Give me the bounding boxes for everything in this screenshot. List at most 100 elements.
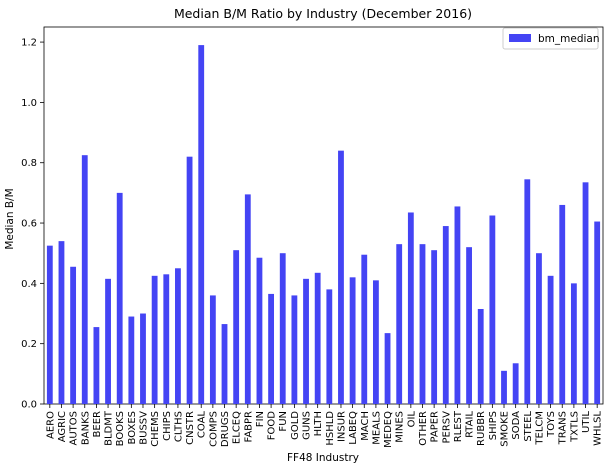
bar (279, 253, 286, 404)
y-tick-label: 1.0 (21, 98, 37, 109)
bar (116, 192, 123, 404)
x-tick-label: PERSV (441, 411, 452, 444)
bar (454, 206, 461, 404)
legend-label: bm_median (538, 33, 600, 45)
bar (46, 245, 53, 404)
x-tick-label: RUBBR (476, 411, 487, 446)
x-tick-label: LABEQ (348, 411, 359, 445)
bar (326, 289, 333, 404)
x-tick-label: SMOKE (500, 411, 511, 447)
x-tick-label: CLTHS (173, 411, 184, 442)
x-axis-label: FF48 Industry (287, 452, 359, 464)
x-tick-label: CNSTR (185, 411, 196, 445)
bar (372, 280, 379, 404)
bar (186, 156, 193, 404)
bar (489, 215, 496, 404)
x-tick-label: RLEST (453, 410, 464, 442)
bar (349, 277, 356, 404)
x-tick-label: BEER (92, 411, 103, 437)
bar (338, 150, 344, 404)
x-tick-label: AERO (45, 411, 56, 439)
bar (221, 324, 228, 404)
x-tick-label: MINES (395, 411, 406, 443)
bar (268, 293, 275, 404)
x-tick-label: BOOKS (115, 411, 126, 446)
bar (431, 250, 438, 404)
x-tick-label: SODA (511, 411, 522, 440)
x-tick-label: BLDMT (104, 410, 115, 446)
bar (570, 283, 577, 404)
bar (198, 45, 205, 404)
bar (547, 275, 554, 404)
x-tick-label: FUN (278, 411, 289, 432)
x-tick-label: SHIPS (488, 411, 499, 440)
bar (58, 241, 65, 404)
x-tick-label: MEALS (371, 411, 382, 445)
x-tick-label: CHEMS (150, 411, 161, 447)
bar (466, 247, 472, 404)
legend: bm_median (502, 27, 600, 50)
x-tick-label: ELCEQ (232, 411, 243, 444)
x-tick-label: AGRIC (57, 411, 68, 442)
x-tick-label: GUNS (302, 411, 313, 440)
y-tick-label: 1.2 (21, 38, 37, 49)
bar (582, 182, 589, 404)
x-tick-label: DRUGS (220, 411, 231, 447)
x-tick-label: OTHER (418, 411, 429, 446)
x-tick-label: HLTH (313, 411, 324, 436)
x-tick-label: GOLD (290, 411, 301, 440)
bar (536, 253, 542, 404)
plot-frame (43, 26, 604, 405)
legend-swatch (509, 34, 531, 42)
x-tick-label: WHLSL (593, 411, 604, 446)
x-tick-label: TELCM (534, 411, 545, 446)
x-tick-label: TRANS (558, 411, 569, 445)
bar (407, 212, 414, 404)
bar (419, 244, 426, 404)
bar (501, 370, 507, 404)
y-axis-label: Median B/M (4, 188, 16, 249)
bar (244, 194, 251, 404)
bar (81, 155, 88, 404)
x-tick-label: TOYS (546, 411, 557, 438)
bar (163, 274, 170, 404)
x-tick-label: INSUR (336, 411, 347, 442)
x-tick-label: FIN (255, 411, 266, 427)
bar (512, 363, 519, 404)
bar (105, 278, 111, 404)
x-tick-label: CHIPS (162, 411, 173, 441)
x-tick-label: HSHLD (325, 411, 336, 446)
bar (70, 266, 77, 404)
x-tick-label: BUSSV (138, 411, 149, 445)
bar (93, 327, 100, 404)
x-tick-label: PAPER (430, 411, 441, 443)
x-tick-label: BANKS (80, 411, 91, 445)
y-tick-label: 0.2 (21, 339, 37, 350)
bar (291, 295, 298, 404)
bar (524, 179, 531, 404)
x-tick-label: UTIL (581, 411, 592, 433)
plot-area: 0.0 0.2 0.4 0.6 0.8 1.0 1.2 AERO AGRIC AUTOS BANKS… (21, 26, 604, 448)
bar (361, 254, 368, 404)
bar (477, 308, 484, 404)
x-tick-label: FOOD (267, 411, 278, 440)
y-tick-label: 0.0 (21, 400, 37, 411)
bar (594, 221, 601, 404)
legend-box (502, 27, 599, 50)
bar (303, 278, 309, 404)
bar (256, 257, 263, 404)
x-tick-label: TXTLS (569, 411, 580, 443)
bar (384, 333, 391, 404)
x-tick-label: COAL (197, 411, 208, 439)
bar (140, 313, 146, 404)
x-tick-label: COMPS (208, 411, 219, 447)
chart-title: Median B/M Ratio by Industry (December 2… (174, 6, 472, 21)
bar (314, 272, 321, 404)
bar (396, 244, 403, 404)
x-tick-label: MEDEQ (383, 411, 394, 448)
x-tick-label: BOXES (127, 411, 138, 444)
bar (175, 268, 181, 404)
x-tick-label: AUTOS (69, 411, 80, 446)
bar (209, 295, 216, 404)
